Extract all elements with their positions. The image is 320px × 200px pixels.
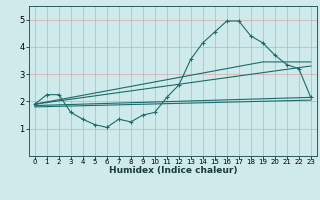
X-axis label: Humidex (Indice chaleur): Humidex (Indice chaleur) xyxy=(108,166,237,175)
